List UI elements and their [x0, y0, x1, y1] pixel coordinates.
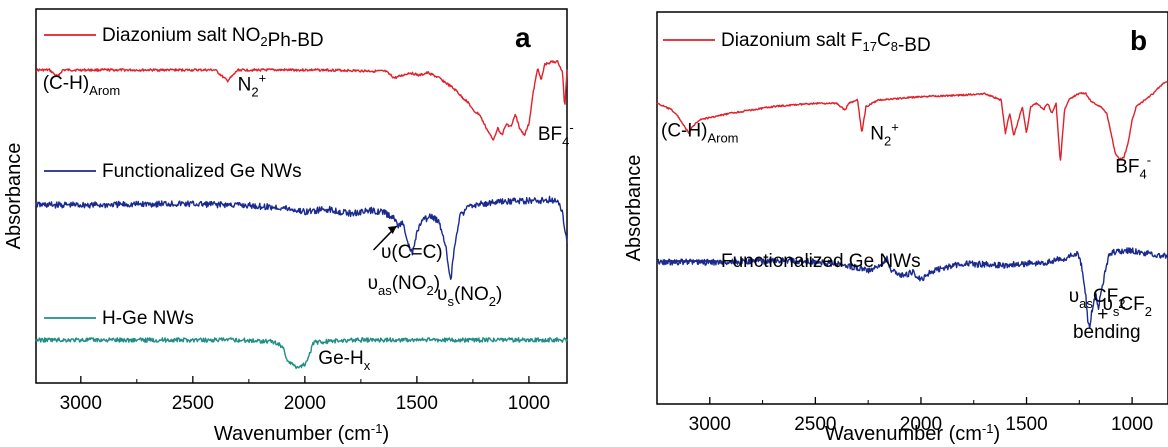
peak-annotation: (C-H)Arom: [43, 73, 121, 98]
peak-annotation: υ(C=C): [381, 242, 443, 263]
peak-annotation: υsCF2: [1103, 294, 1152, 319]
x-tick-label: 2000: [900, 414, 942, 435]
series-line-1: [656, 247, 1168, 329]
series-line-0: [656, 80, 1168, 161]
panel-letter: b: [1130, 25, 1147, 56]
legend-label: Functionalized Ge NWs: [102, 161, 302, 182]
peak-annotation: BF4-: [1115, 153, 1151, 182]
series-line-0: [35, 60, 568, 141]
panel-b: 3000 2500 2000 1500 1000 Wavenumber (cm-1) Abs…: [623, 11, 1168, 445]
legend-label: Diazonium salt F17C8-BD: [721, 30, 931, 56]
peak-annotation: υasCF2: [1069, 286, 1126, 311]
series-line-1: [35, 195, 568, 280]
panel-letter: a: [515, 22, 531, 53]
y-axis-title: Absorbance: [623, 155, 645, 262]
annotation-arrowhead: [387, 226, 397, 234]
peak-annotation: BF4-: [538, 120, 574, 149]
x-axis-title: Wavenumber (cm-1): [214, 421, 389, 445]
peak-annotation: (C-H)Arom: [661, 120, 739, 145]
series-line-2: [35, 337, 568, 370]
legend-label: H-Ge NWs: [102, 308, 194, 329]
peak-annotation: Ge-Hx: [318, 348, 370, 373]
panel-a: 3000 2500 2000 1500 1000 Wavenumber (cm-1) Abs…: [3, 8, 574, 445]
x-axis-title: Wavenumber (cm-1): [825, 421, 1000, 445]
x-tick-label: 1000: [1111, 414, 1153, 435]
plot-frame: [656, 11, 1168, 405]
x-tick-label: 1500: [396, 393, 438, 414]
x-tick-label: 1000: [508, 393, 550, 414]
x-tick-label: 2000: [284, 393, 326, 414]
x-tick-label: 2500: [172, 393, 214, 414]
x-tick-label: 2500: [794, 414, 836, 435]
peak-annotation: υas(NO2): [368, 273, 441, 298]
x-tick-label: 3000: [689, 414, 731, 435]
peak-annotation: N2+: [870, 120, 899, 149]
x-tick-label: 1500: [1005, 414, 1047, 435]
peak-annotation: υs(NO2): [437, 284, 502, 309]
x-tick-label: 3000: [60, 393, 102, 414]
legend-label: Diazonium salt NO2Ph-BD: [102, 25, 324, 51]
legend-label: Functionalized Ge NWs: [721, 251, 921, 272]
peak-annotation-line: bending: [1073, 322, 1141, 343]
peak-annotation-line: +: [1097, 304, 1108, 325]
plot-frame: [35, 8, 568, 384]
y-axis-title: Absorbance: [3, 143, 25, 250]
peak-annotation: N2+: [238, 70, 267, 99]
